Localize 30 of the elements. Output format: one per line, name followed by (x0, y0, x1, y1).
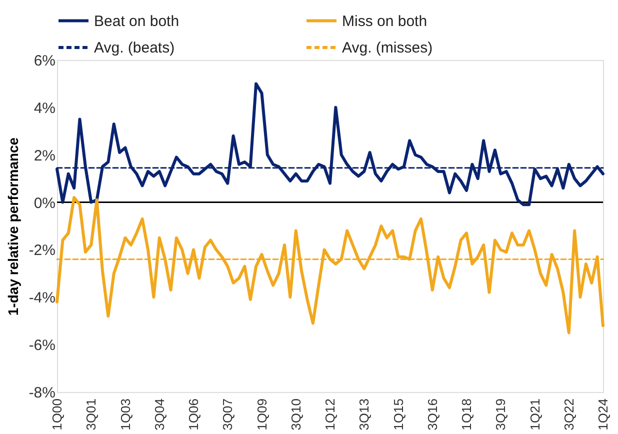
legend-label: Miss on both (342, 12, 428, 30)
x-tick-label: 3Q04 (152, 398, 167, 430)
y-tick-label: -2% (28, 242, 56, 260)
legend-label: Avg. (beats) (94, 40, 175, 56)
y-tick-label: 4% (34, 100, 56, 117)
x-tick-label: 3Q16 (424, 398, 440, 430)
y-tick-label: 6% (34, 52, 56, 70)
legend-label: Beat on both (94, 12, 180, 30)
x-tick-label: 1Q12 (322, 398, 338, 430)
y-tick-label: -6% (28, 337, 56, 354)
x-tick-label: 1Q06 (186, 398, 201, 430)
x-tick-label: 3Q01 (84, 398, 99, 430)
y-tick-label: -4% (28, 290, 56, 307)
x-tick-label: 3Q22 (561, 398, 576, 430)
y-tick-label: 2% (34, 147, 56, 164)
x-tick-label: 1Q00 (50, 398, 64, 430)
x-tick-label: 1Q18 (459, 398, 474, 430)
x-tick-label: 3Q13 (356, 398, 372, 430)
y-tick-label: 0% (34, 194, 56, 212)
x-tick-label: 1Q21 (527, 398, 542, 430)
x-tick-label: 3Q10 (288, 398, 304, 430)
x-tick-label: 1Q15 (390, 398, 406, 430)
x-tick-label: 1Q03 (118, 398, 133, 430)
x-tick-label: 3Q07 (220, 398, 236, 430)
x-tick-label: 1Q09 (254, 398, 270, 430)
line-series (56, 196, 604, 334)
legend-label: Avg. (misses) (342, 40, 433, 56)
x-tick-label: 3Q19 (493, 398, 508, 430)
y-axis-title: 1-day relative performance (4, 137, 21, 316)
x-tick-label: 1Q24 (596, 398, 610, 430)
